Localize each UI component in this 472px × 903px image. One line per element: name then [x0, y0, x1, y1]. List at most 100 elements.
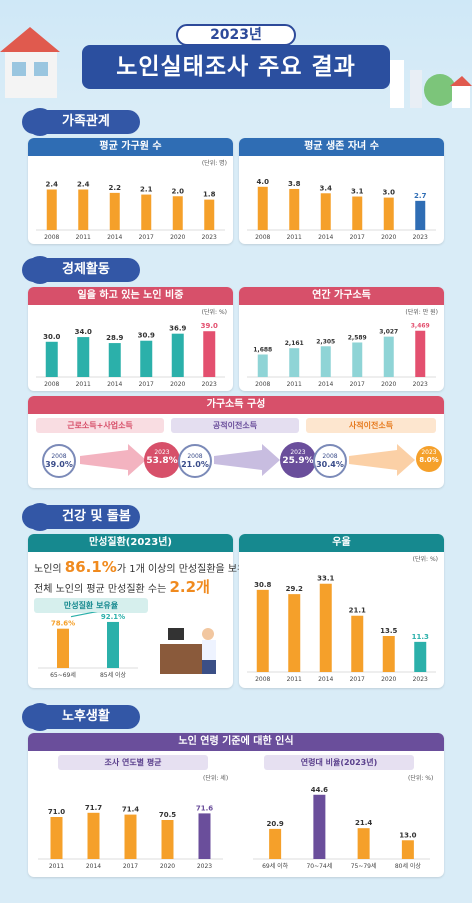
- tick-label: 70~74세: [306, 862, 332, 870]
- chronic-chart: 78.6% 65~69세 92.1% 85세 이상: [38, 612, 138, 679]
- bar: [107, 621, 119, 668]
- header-banner: 2023년 노인실태조사 주요 결과: [0, 0, 472, 108]
- data-label: 29.2: [286, 585, 303, 593]
- data-label: 2.4: [46, 181, 59, 189]
- bar: [78, 189, 89, 230]
- data-label: 21.4: [355, 819, 372, 827]
- chronic-rate: 86.1%: [64, 558, 117, 576]
- bar: [203, 331, 216, 377]
- tick-label: 2023: [202, 234, 217, 241]
- data-label: 2,589: [348, 334, 367, 341]
- bar: [352, 342, 363, 377]
- trend-arrow: [70, 612, 98, 618]
- data-label: 33.1: [317, 575, 334, 583]
- bar: [351, 615, 364, 672]
- bar: [77, 337, 90, 377]
- tick-label: 2011: [49, 863, 64, 870]
- bar: [320, 346, 331, 377]
- data-label: 11.3: [412, 633, 429, 641]
- agecriteria-sub1: 조사 연도별 평균: [58, 755, 208, 770]
- chronic-panel: 만성질환(2023년) 노인의 86.1%가 1개 이상의 만성질환을 보유 전…: [28, 534, 246, 688]
- private-2008-circle: 2008 30.4%: [313, 444, 347, 478]
- composition-title: 가구소득 구성: [28, 396, 444, 414]
- public-2008-circle: 2008 21.0%: [178, 444, 212, 478]
- page-title: 노인실태조사 주요 결과: [82, 45, 390, 89]
- data-label: 13.5: [380, 627, 397, 635]
- data-label: 1.8: [203, 191, 216, 199]
- children-title: 평균 생존 자녀 수: [239, 138, 444, 156]
- data-label: 20.9: [266, 820, 283, 828]
- section-family: 가족관계: [22, 110, 140, 134]
- chronic-title: 만성질환(2023년): [28, 534, 233, 552]
- data-label: 71.7: [85, 804, 102, 812]
- tick-label: 85세 이상: [100, 671, 127, 679]
- tick-label: 2014: [86, 863, 101, 870]
- private-2008-year: 2008: [322, 453, 338, 460]
- bar: [141, 194, 152, 230]
- bar: [198, 813, 211, 859]
- bar: [50, 817, 63, 859]
- earned-2023-circle: 2023 53.8%: [144, 442, 180, 478]
- bar: [256, 589, 269, 672]
- chronic-line1-b: 가 1개 이상의 만성질환을 보유: [116, 564, 247, 575]
- tick-label: 2023: [413, 381, 428, 388]
- depression-title: 우울: [239, 534, 444, 552]
- bar: [414, 641, 427, 672]
- earned-2023-year: 2023: [154, 449, 170, 456]
- tick-label: 2011: [287, 676, 302, 683]
- bar: [204, 199, 215, 230]
- tick-label: 2020: [170, 381, 185, 388]
- bar: [288, 594, 301, 672]
- bar: [161, 820, 174, 859]
- city-illustration: [390, 60, 472, 108]
- private-2023-circle: 2023 8.0%: [416, 446, 442, 472]
- tick-label: 2011: [76, 234, 91, 241]
- bar: [401, 840, 414, 859]
- private-2008-value: 30.4%: [316, 459, 344, 469]
- tick-label: 2011: [287, 234, 302, 241]
- data-label: 2.1: [140, 186, 153, 194]
- data-label: 28.9: [106, 334, 123, 342]
- tick-label: 80세 이상: [395, 862, 422, 870]
- data-label: 2,161: [285, 340, 304, 347]
- earned-2008-year: 2008: [51, 453, 67, 460]
- tick-label: 2023: [413, 676, 428, 683]
- earned-label: 근로소득+사업소득: [36, 418, 164, 433]
- doctor-illustration: [160, 628, 216, 674]
- private-2023-year: 2023: [421, 449, 437, 456]
- data-label: 2,305: [316, 338, 335, 345]
- bar: [319, 583, 332, 672]
- data-label: 78.6%: [51, 620, 75, 628]
- bar: [140, 340, 153, 377]
- depression-panel: 우울 (단위: %) 30.8 2008 29.2 2011 33.1 2014 21.1 2…: [239, 534, 444, 688]
- tick-label: 2017: [139, 234, 154, 241]
- bar: [172, 196, 183, 230]
- working-panel: 일을 하고 있는 노인 비중 (단위: %) 30.0 2008 34.0 2011 2…: [28, 287, 233, 391]
- data-label: 3.1: [351, 188, 364, 196]
- data-label: 2.7: [414, 192, 427, 200]
- bar: [352, 196, 363, 230]
- earned-2008-circle: 2008 39.0%: [42, 444, 76, 478]
- agecriteria-panel: 노인 연령 기준에 대한 인식 조사 연도별 평균 (단위: 세) 연령대 비율…: [28, 733, 444, 877]
- bar: [382, 636, 395, 672]
- working-unit: (단위: %): [201, 309, 227, 316]
- bar: [257, 354, 268, 377]
- public-2023-year: 2023: [290, 449, 306, 456]
- agecriteria-avg-chart: 71.0 2011 71.7 2014 71.4 2017 70.5 2020 71.6 2023: [38, 804, 223, 870]
- tick-label: 2023: [413, 234, 428, 241]
- tick-label: 2017: [350, 676, 365, 683]
- tick-label: 2008: [44, 234, 59, 241]
- bar: [289, 348, 300, 377]
- tick-label: 2008: [255, 234, 270, 241]
- bar: [87, 812, 100, 859]
- tick-label: 2017: [139, 381, 154, 388]
- agecriteria-unit2: (단위: %): [408, 775, 434, 782]
- data-label: 3.0: [383, 189, 396, 197]
- data-label: 70.5: [159, 811, 176, 819]
- tick-label: 2014: [318, 234, 333, 241]
- bar: [269, 828, 282, 859]
- agecriteria-unit1: (단위: 세): [203, 775, 229, 782]
- agecriteria-sub2: 연령대 비율(2023년): [264, 755, 414, 770]
- public-2008-value: 21.0%: [181, 459, 209, 469]
- data-label: 71.0: [48, 808, 65, 816]
